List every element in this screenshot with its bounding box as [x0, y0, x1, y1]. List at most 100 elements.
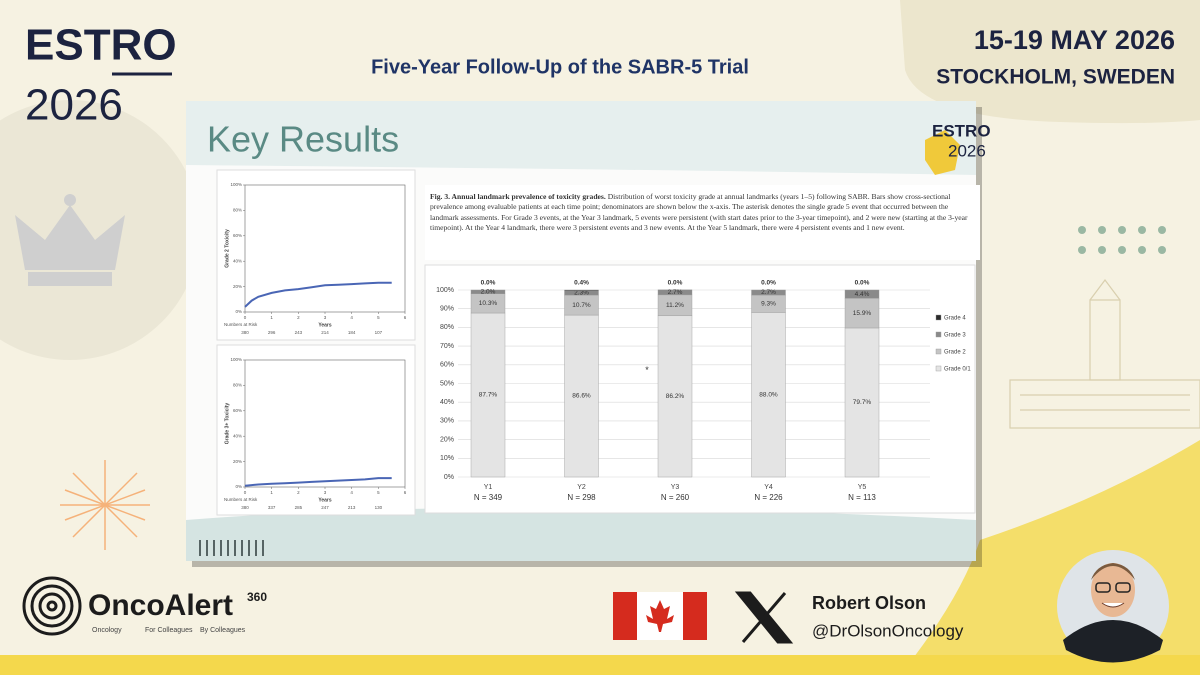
value-label: 9.3%: [761, 300, 776, 307]
y-tick-label: 50%: [440, 380, 454, 387]
bar-segment: [470, 289, 506, 294]
event-dates: 15-19 MAY 2026: [974, 25, 1175, 55]
risk-number: 107: [375, 330, 383, 335]
bottom-band: [0, 655, 1200, 675]
risk-number: 380: [241, 330, 249, 335]
sunburst: [60, 460, 150, 550]
x-tick-label: 3: [324, 490, 327, 495]
tagline: By Colleagues: [200, 627, 246, 634]
y-tick-label: 0%: [235, 309, 242, 314]
value-label: 86.2%: [666, 393, 685, 400]
city-hall-sketch: [1009, 279, 1200, 429]
value-label: 0.0%: [855, 280, 870, 287]
value-label: 15.9%: [853, 310, 872, 317]
y-tick-label: 40%: [233, 258, 242, 263]
y-tick-label: 60%: [440, 362, 454, 369]
y-tick-label: 20%: [233, 284, 242, 289]
risk-number: 130: [375, 505, 383, 510]
km-curve: [244, 477, 392, 487]
presenter-name: Robert Olson: [812, 593, 926, 613]
y-tick-label: 0%: [444, 474, 454, 481]
legend-label: Grade 2: [944, 350, 966, 356]
x-tick-label: 6: [404, 490, 407, 495]
y-tick-label: 30%: [440, 418, 454, 425]
y-tick-label: 100%: [230, 182, 242, 187]
figure-caption: Fig. 3. Annual landmark prevalence of to…: [430, 192, 975, 234]
value-label: 10.3%: [479, 300, 498, 307]
y-tick-label: 20%: [440, 436, 454, 443]
value-label: 86.6%: [572, 393, 591, 400]
x-tick-label: Y3: [671, 484, 680, 491]
caption-text: Distribution of worst toxicity grade at …: [430, 192, 968, 233]
slide-top-band: [186, 101, 976, 175]
risk-number: 380: [241, 505, 249, 510]
canada-flag: [613, 592, 707, 640]
risk-label: Numbers at Risk: [224, 497, 258, 502]
brand-sup: 360: [247, 590, 267, 604]
x-tick-label: 1: [270, 315, 273, 320]
y-tick-label: 80%: [233, 383, 242, 388]
km-panel: [216, 344, 416, 516]
x-tick-label: Y4: [764, 484, 773, 491]
bar-segment: [470, 312, 506, 478]
risk-number: 337: [268, 505, 276, 510]
slide-logo-bottom: 2026: [948, 141, 986, 160]
slide-logo-hex: [925, 130, 960, 175]
y-tick-label: 60%: [233, 233, 242, 238]
event-location: STOCKHOLM, SWEDEN: [936, 66, 1175, 89]
value-label: 0.0%: [481, 280, 496, 287]
y-axis-label: Grade 3+ Toxicity: [224, 403, 230, 445]
risk-number: 214: [321, 330, 329, 335]
y-axis-label: Grade 2 Toxicity: [224, 229, 230, 268]
risk-number: 243: [295, 330, 303, 335]
value-label: 2.0%: [481, 289, 496, 296]
page-title: Five-Year Follow-Up of the SABR-5 Trial: [371, 56, 749, 78]
y-tick-label: 20%: [233, 459, 242, 464]
x-tick-label: 2: [297, 490, 300, 495]
x-tick-label: Y1: [484, 484, 493, 491]
risk-number: 247: [321, 505, 329, 510]
bar-segment: [751, 289, 786, 296]
bar-panel: [424, 264, 976, 514]
x-axis-label: Years: [318, 322, 332, 328]
value-label: 11.2%: [666, 302, 684, 309]
x-tick-label: 3: [324, 315, 327, 320]
legend-swatch: [935, 331, 942, 338]
y-tick-label: 70%: [440, 343, 454, 350]
x-tick-label: Y5: [858, 484, 867, 491]
risk-number: 213: [348, 505, 356, 510]
n-label: N = 349: [474, 493, 503, 502]
bar-segment: [844, 289, 880, 299]
risk-number: 296: [268, 330, 276, 335]
tagline: For Colleagues: [145, 627, 193, 634]
risk-number: 184: [348, 330, 356, 335]
bar-segment: [657, 289, 693, 296]
x-tick-label: Y2: [577, 484, 586, 491]
slide-bars: [199, 540, 264, 556]
bar-segment: [844, 298, 880, 329]
bg-circle: [0, 100, 200, 360]
x-tick-label: 6: [404, 315, 407, 320]
value-label: 2.7%: [668, 289, 683, 296]
legend-swatch: [935, 314, 942, 321]
n-label: N = 298: [567, 493, 596, 502]
legend-label: Grade 3: [944, 333, 966, 339]
n-label: N = 226: [754, 493, 783, 502]
dots: [1078, 226, 1166, 254]
value-label: 0.4%: [574, 280, 589, 287]
x-tick-label: 5: [377, 490, 380, 495]
legend-label: Grade 4: [944, 316, 966, 322]
km-curve: [244, 281, 392, 308]
risk-number: 285: [295, 505, 303, 510]
bar-segment: [751, 312, 786, 478]
x-tick-label: 4: [350, 490, 353, 495]
value-label: 79.7%: [853, 399, 872, 406]
n-label: N = 113: [848, 493, 876, 502]
header-blob: [900, 0, 1200, 124]
bar-segment: [564, 314, 599, 478]
value-label: 88.0%: [759, 391, 778, 398]
x-tick-label: 2: [297, 315, 300, 320]
